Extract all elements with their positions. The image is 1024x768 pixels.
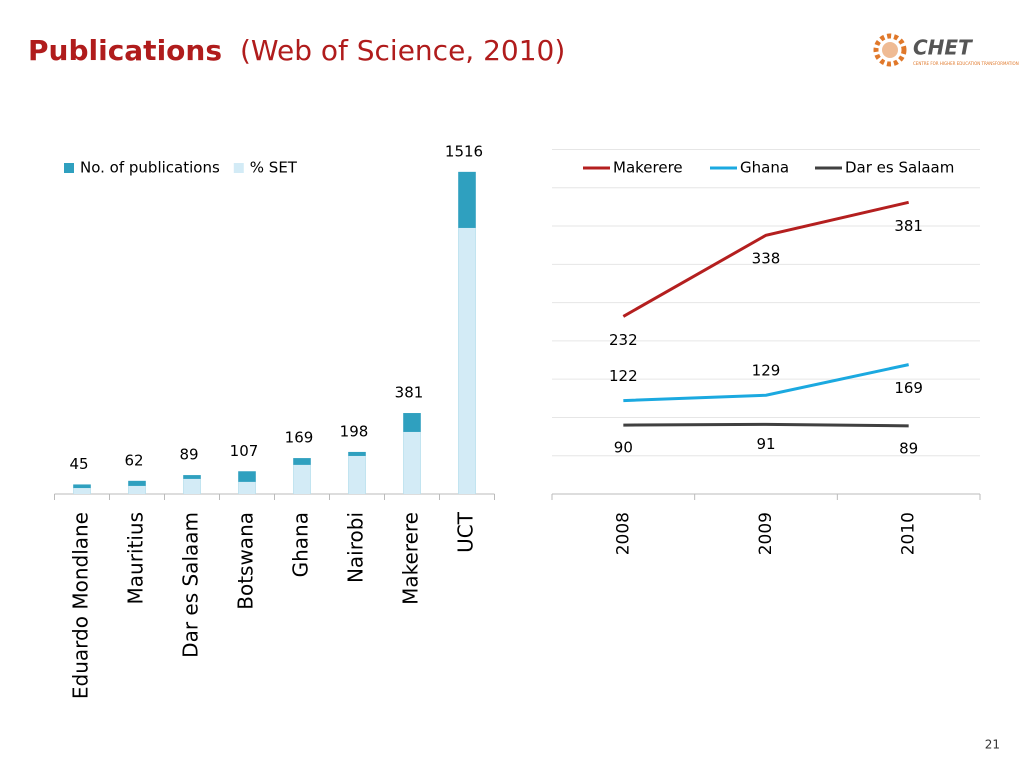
line [622,200,910,318]
x-tick-label: Botswana [234,512,258,610]
x-tick-label: Nairobi [344,512,368,583]
x-tick-label: 2009 [756,512,776,555]
value-label: 89 [179,446,198,464]
value-label: 62 [124,451,143,469]
value-label: 91 [756,435,775,453]
legend-swatch [233,163,244,173]
value-label: 381 [894,217,923,235]
bar [238,481,256,494]
value-label: 169 [285,429,314,447]
legend-label: No. of publications [80,159,220,177]
value-label: 232 [609,331,638,349]
bar [293,464,311,494]
value-label: 89 [899,439,918,457]
value-label: 129 [752,362,781,380]
x-tick-label: UCT [454,511,478,553]
logo: CHET CENTRE FOR HIGHER EDUCATION TRANSFO… [873,33,1019,67]
bar [183,478,201,494]
value-label: 338 [752,250,781,268]
bar [348,455,366,494]
bar [128,485,146,494]
value-label: 169 [894,379,923,397]
bar [73,488,91,494]
x-tick-label: Eduardo Mondlane [69,512,93,699]
x-tick-label: Dar es Salaam [179,512,203,658]
x-tick-label: Mauritius [124,512,148,604]
bar [403,431,421,494]
legend-label: Dar es Salaam [845,159,954,177]
bar [458,227,476,494]
value-label: 381 [395,384,424,402]
logo-text: CHET [913,36,973,60]
value-label: 122 [609,367,638,385]
logo-gear [873,33,907,67]
legend-label: Ghana [740,159,789,177]
x-tick-label: 2010 [899,512,919,555]
x-tick-label: Ghana [289,512,313,577]
legend-label: Makerere [613,159,683,177]
value-label: 1516 [445,142,483,160]
value-label: 90 [614,439,633,457]
value-label: 107 [230,442,259,460]
value-label: 45 [69,455,88,473]
value-label: 198 [340,422,369,440]
legend-label: % SET [250,159,298,177]
title: Publications [28,34,222,67]
page-number: 21 [985,738,1000,752]
line [623,363,909,403]
line [623,422,909,428]
subtitle: (Web of Science, 2010) [240,34,565,67]
logo-core [882,42,898,58]
x-tick-label: Makerere [399,512,423,605]
logo-tagline: CENTRE FOR HIGHER EDUCATION TRANSFORMATI… [913,61,1019,66]
x-tick-label: 2008 [613,512,633,555]
legend-swatch [64,163,74,173]
